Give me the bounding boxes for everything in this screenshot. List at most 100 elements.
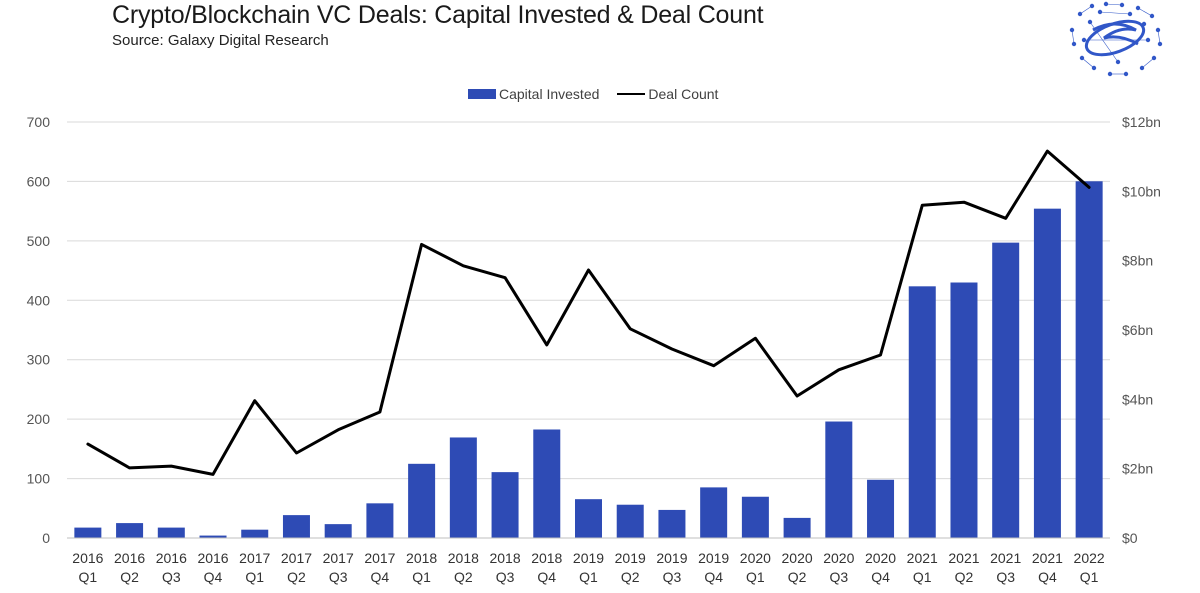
x-tick-label-quarter: Q1 [79, 569, 98, 585]
x-tick-label-year: 2021 [948, 550, 979, 566]
bar [366, 503, 394, 538]
x-tick-label-quarter: Q2 [621, 569, 640, 585]
x-tick-label-quarter: Q4 [204, 569, 223, 585]
x-tick-label-quarter: Q4 [871, 569, 890, 585]
bar [449, 437, 477, 538]
x-tick-label-year: 2022 [1074, 550, 1105, 566]
y-left-tick-label: 0 [42, 530, 50, 546]
y-left-tick-label: 600 [27, 173, 51, 189]
x-tick-label-year: 2018 [406, 550, 437, 566]
deal-count-point [1088, 186, 1090, 188]
bar [324, 524, 352, 538]
deal-count-point [921, 204, 923, 206]
x-tick-label-quarter: Q2 [955, 569, 974, 585]
deal-count-point [337, 429, 339, 431]
bar [783, 517, 811, 538]
y-left-tick-label: 700 [27, 114, 51, 130]
y-right-tick-label: $12bn [1122, 114, 1161, 130]
bar [533, 429, 561, 538]
deal-count-point [254, 400, 256, 402]
y-right-tick-label: $0 [1122, 530, 1138, 546]
deal-count-point [212, 473, 214, 475]
y-right-tick-label: $8bn [1122, 253, 1153, 269]
x-tick-label-year: 2021 [1032, 550, 1063, 566]
y-left-tick-label: 200 [27, 411, 51, 427]
deal-count-point [1005, 217, 1007, 219]
deal-count-line [86, 149, 1091, 476]
bar [1075, 181, 1103, 538]
deal-count-point [1046, 150, 1048, 152]
deal-count-point [504, 277, 506, 279]
x-tick-label-year: 2018 [489, 550, 520, 566]
deal-count-point [880, 354, 882, 356]
x-tick-label-quarter: Q3 [496, 569, 515, 585]
x-tick-label-quarter: Q2 [287, 569, 306, 585]
x-tick-label-quarter: Q1 [746, 569, 765, 585]
x-tick-label-year: 2020 [865, 550, 896, 566]
x-tick-label-quarter: Q3 [996, 569, 1015, 585]
x-tick-label-quarter: Q2 [788, 569, 807, 585]
legend-bar-swatch [468, 89, 496, 99]
legend-line-swatch [617, 93, 646, 95]
bar [157, 527, 185, 538]
deal-count-point [713, 365, 715, 367]
x-tick-label-quarter: Q2 [120, 569, 139, 585]
deal-count-point [421, 243, 423, 245]
y-left-tick-label: 100 [27, 471, 51, 487]
y-right-tick-label: $4bn [1122, 391, 1153, 407]
y-left-tick-label: 500 [27, 233, 51, 249]
x-tick-label-year: 2020 [782, 550, 813, 566]
bar [1033, 208, 1061, 538]
bar [575, 499, 602, 538]
bar [658, 509, 686, 538]
x-tick-label-year: 2017 [239, 550, 270, 566]
bar [116, 523, 144, 538]
legend-label-capital-invested: Capital Invested [499, 86, 600, 102]
deal-count-point [838, 369, 840, 371]
legend-label-deal-count: Deal Count [648, 86, 719, 102]
x-tick-label-quarter: Q3 [162, 569, 181, 585]
x-tick-label-year: 2020 [823, 550, 854, 566]
x-tick-label-year: 2018 [448, 550, 479, 566]
deal-count-point [295, 452, 297, 454]
x-tick-label-year: 2021 [907, 550, 938, 566]
x-tick-label-quarter: Q1 [1080, 569, 1099, 585]
x-tick-label-year: 2017 [323, 550, 354, 566]
x-tick-label-quarter: Q4 [371, 569, 390, 585]
x-tick-label-year: 2019 [656, 550, 687, 566]
deal-count-point [170, 465, 172, 467]
bar [741, 496, 769, 538]
bar [241, 529, 269, 538]
deal-count-point [754, 337, 756, 339]
x-tick-label-year: 2018 [531, 550, 562, 566]
chart-subtitle: Source: Galaxy Digital Research [112, 32, 329, 49]
bar [700, 487, 728, 538]
x-tick-label-year: 2017 [364, 550, 395, 566]
deal-count-point [129, 467, 131, 469]
deal-count-point [796, 395, 798, 397]
x-tick-label-quarter: Q1 [913, 569, 932, 585]
chart-title: Crypto/Blockchain VC Deals: Capital Inve… [112, 1, 764, 29]
x-tick-label-year: 2019 [573, 550, 604, 566]
x-tick-label-year: 2016 [156, 550, 187, 566]
x-tick-label-quarter: Q3 [329, 569, 348, 585]
deal-count-point [379, 411, 381, 413]
x-tick-label-year: 2016 [72, 550, 103, 566]
deal-count-point [546, 344, 548, 346]
bar [282, 515, 310, 538]
y-right-tick-label: $10bn [1122, 183, 1161, 199]
x-tick-label-quarter: Q1 [245, 569, 264, 585]
deal-count-point [87, 443, 89, 445]
x-tick-label-year: 2019 [698, 550, 729, 566]
x-tick-label-quarter: Q1 [579, 569, 598, 585]
bar [992, 242, 1020, 538]
bar [825, 421, 853, 538]
deal-count-point [671, 348, 673, 350]
bar [616, 504, 644, 538]
x-tick-label-year: 2021 [990, 550, 1021, 566]
bar [408, 463, 436, 538]
x-tick-label-quarter: Q3 [829, 569, 848, 585]
deal-count-point [963, 201, 965, 203]
x-tick-label-year: 2016 [197, 550, 228, 566]
x-tick-label-year: 2017 [281, 550, 312, 566]
